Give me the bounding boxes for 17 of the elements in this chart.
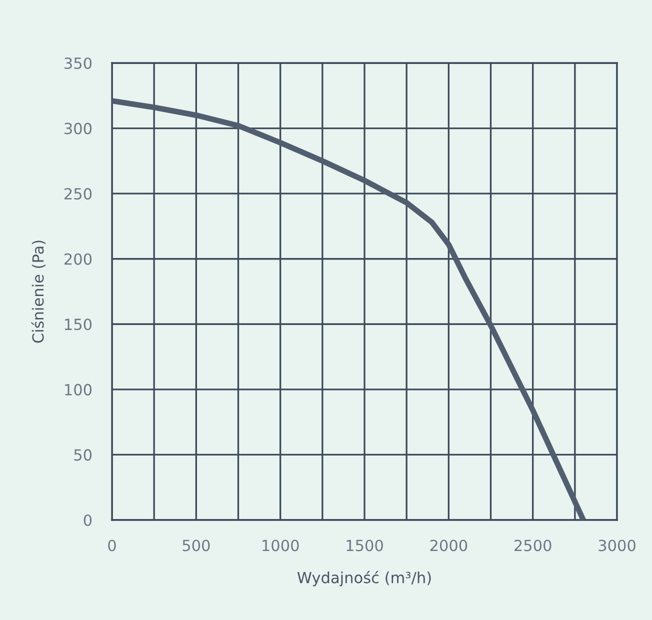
x-tick-label: 2500 — [514, 540, 552, 552]
y-tick-label: 0 — [84, 514, 92, 526]
y-tick-label: 200 — [64, 253, 92, 265]
x-tick-label: 2000 — [430, 540, 468, 552]
y-tick-label: 150 — [65, 318, 92, 330]
x-axis-title: Wydajność (m³/h) — [297, 570, 431, 586]
y-axis-title: Ciśnienie (Pa) — [31, 240, 46, 343]
y-tick-label: 350 — [64, 57, 92, 70]
y-tick-label: 300 — [64, 122, 92, 134]
x-tick-label: 1000 — [262, 540, 299, 552]
x-tick-label: 500 — [182, 540, 210, 552]
x-tick-label: 1500 — [346, 540, 383, 552]
y-tick-label: 50 — [74, 449, 92, 461]
x-tick-label: 3000 — [598, 540, 636, 552]
y-tick-label: 250 — [64, 188, 92, 200]
y-tick-label: 100 — [65, 384, 92, 396]
x-tick-label: 0 — [108, 540, 116, 552]
